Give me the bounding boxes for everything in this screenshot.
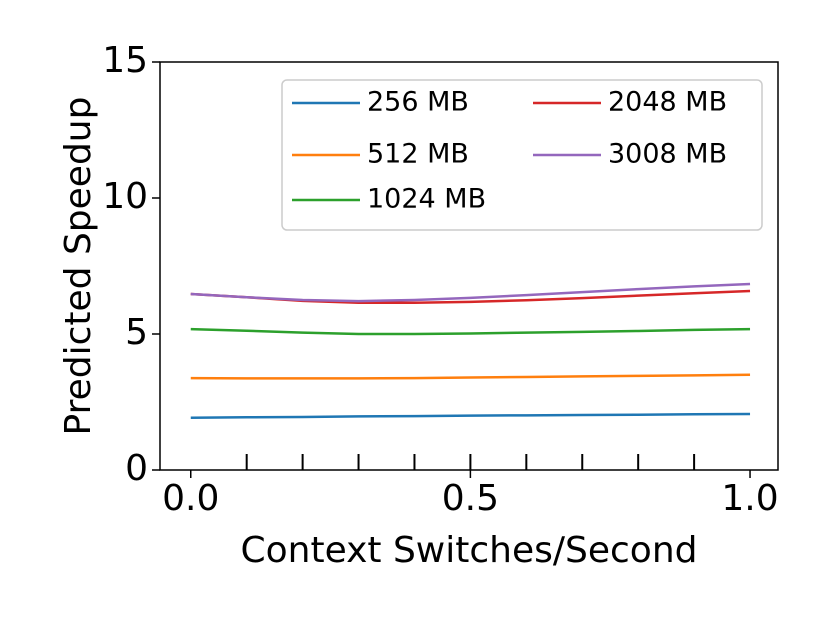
- plot-frame: [159, 61, 779, 471]
- x-tick-label: 0.5: [442, 478, 499, 519]
- series-line: [190, 373, 751, 380]
- x-tick-label: 1.0: [721, 478, 778, 519]
- y-tick-label: 0: [125, 448, 148, 489]
- series-line: [190, 282, 751, 303]
- y-tick-label: 15: [102, 40, 148, 81]
- legend-label: 2048 MB: [608, 87, 727, 118]
- series-line: [190, 327, 751, 336]
- legend-label: 512 MB: [367, 139, 469, 170]
- legend-label: 256 MB: [367, 87, 469, 118]
- legend-box: [281, 79, 763, 231]
- y-tick-label: 10: [102, 176, 148, 217]
- series-line: [190, 412, 751, 420]
- x-axis-label: Context Switches/Second: [240, 530, 697, 571]
- y-tick-label: 5: [125, 312, 148, 353]
- legend-label: 3008 MB: [608, 139, 727, 170]
- y-axis-label: Predicted Speedup: [58, 97, 99, 436]
- legend-label: 1024 MB: [367, 184, 486, 215]
- x-tick-label: 0.0: [162, 478, 219, 519]
